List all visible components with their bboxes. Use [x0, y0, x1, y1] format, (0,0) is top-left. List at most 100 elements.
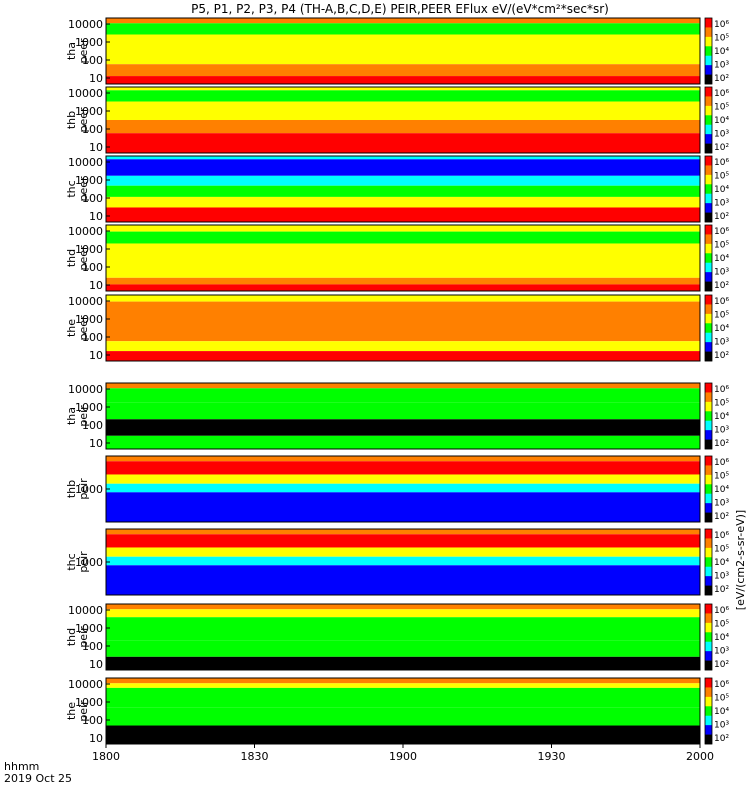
colorbar-swatch: [705, 474, 712, 485]
colorbar-frame: [704, 294, 713, 362]
y-tick-label: 10: [89, 437, 103, 450]
colorbar-tick-label: 10⁴: [714, 485, 729, 495]
panel-frame: [105, 294, 701, 362]
colorbar-swatch: [705, 74, 712, 85]
colorbar-tick-label: 10³: [714, 130, 729, 140]
colorbar-swatch: [705, 503, 712, 513]
panel-band: [106, 435, 700, 449]
panel-band: [106, 388, 700, 403]
panel-label-line1: tha: [65, 42, 78, 60]
colorbar-swatch: [705, 696, 712, 707]
colorbar-tick-label: 10⁴: [714, 558, 729, 568]
y-tick-label: 10: [89, 658, 103, 671]
colorbar-swatch: [705, 547, 712, 558]
panel-band: [106, 402, 700, 420]
panel-the-peer: thepeer 10 100 1000 10000 10² 10³ 10⁴ 10⁵ 10⁶: [65, 294, 729, 362]
colorbar-tick-label: 10⁴: [714, 185, 729, 195]
panel-band: [106, 18, 700, 24]
panel-band: [106, 529, 700, 535]
y-tick-label: 1000: [75, 243, 103, 256]
colorbar-swatch: [705, 401, 712, 412]
colorbar-tick-label: 10²: [714, 74, 729, 84]
panel-band: [106, 556, 700, 566]
panel-thd-peer: thdpeer 10 100 1000 10000 10² 10³ 10⁴ 10⁵ 10⁶: [65, 224, 729, 292]
colorbar-swatch: [705, 193, 712, 204]
panel-frame: [105, 382, 701, 450]
colorbar-units-label: [eV/(cm2-s-sr-eV)]: [734, 510, 747, 610]
panel-label-line1: thc: [65, 180, 78, 197]
colorbar-swatch: [705, 484, 712, 495]
panel-label-line1: thc: [65, 553, 78, 570]
colorbar-swatch: [705, 124, 712, 135]
panel-band: [106, 383, 700, 389]
panel-band: [106, 474, 700, 484]
panel-frame: [105, 603, 701, 671]
colorbar-swatch: [705, 576, 712, 586]
x-axis: hhmm 2019 Oct 25 1800 1830 1900 1930 2000: [4, 744, 714, 785]
y-tick-label: 10000: [68, 678, 103, 691]
colorbar-tick-label: 10⁴: [714, 116, 729, 126]
y-tick-label: 10000: [68, 225, 103, 238]
panel-label-line2: peer: [77, 38, 90, 64]
colorbar: 10² 10³ 10⁴ 10⁵ 10⁶: [704, 86, 729, 154]
y-tick-label: 1000: [75, 696, 103, 709]
panel-label-line1: thb: [65, 480, 78, 498]
colorbar-swatch: [705, 46, 712, 57]
y-tick-label: 10000: [68, 295, 103, 308]
colorbar-swatch: [705, 272, 712, 282]
colorbar-swatch: [705, 18, 712, 28]
colorbar-tick-label: 10⁴: [714, 47, 729, 57]
panel-label-line2: peir: [77, 405, 90, 427]
colorbar-swatch: [705, 332, 712, 343]
panel-band: [106, 225, 700, 232]
colorbar-tick-label: 10⁴: [714, 633, 729, 643]
colorbar-tick-label: 10²: [714, 351, 729, 361]
colorbar-swatch: [705, 304, 712, 315]
colorbar-swatch: [705, 36, 712, 47]
colorbar-tick-label: 10⁵: [714, 241, 729, 251]
colorbar-tick-label: 10²: [714, 512, 729, 522]
colorbar-tick-label: 10⁶: [714, 458, 729, 468]
colorbar-swatch: [705, 706, 712, 717]
colorbar-swatch: [705, 465, 712, 476]
panel-band: [106, 565, 700, 595]
colorbar-tick-label: 10⁶: [714, 89, 729, 99]
panel-band: [106, 76, 700, 84]
colorbar-swatch: [705, 420, 712, 431]
panel-band: [106, 295, 700, 302]
colorbar-swatch: [705, 65, 712, 75]
panel-label: thapeir: [65, 405, 90, 427]
colorbar-tick-label: 10³: [714, 426, 729, 436]
panel-label-line2: peer: [77, 176, 90, 202]
colorbar-swatch: [705, 538, 712, 549]
panel-band: [106, 640, 700, 657]
colorbar-tick-label: 10⁶: [714, 20, 729, 30]
y-tick-label: 10000: [68, 18, 103, 31]
panel-label-line1: thd: [65, 249, 78, 267]
colorbar-swatch: [705, 512, 712, 523]
panel-band: [106, 492, 700, 522]
colorbar-tick-label: 10³: [714, 721, 729, 731]
colorbar: 10² 10³ 10⁴ 10⁵ 10⁶: [704, 17, 729, 85]
y-tick-label: 1000: [75, 483, 103, 496]
colorbar-tick-label: 10⁵: [714, 399, 729, 409]
colorbar-swatch: [705, 529, 712, 539]
panel-label-line2: peir: [77, 626, 90, 648]
panel-tha-peer: thapeer 10 100 1000 10000 10² 10³ 10⁴ 10⁵ 10⁶: [65, 17, 729, 85]
colorbar-swatch: [705, 342, 712, 352]
colorbar-tick-label: 10⁵: [714, 472, 729, 482]
y-tick-label: 10000: [68, 383, 103, 396]
panel-band: [106, 207, 700, 222]
colorbar-tick-label: 10⁶: [714, 158, 729, 168]
colorbar-swatch: [705, 165, 712, 176]
panel-band: [106, 277, 700, 285]
colorbar: 10² 10³ 10⁴ 10⁵ 10⁶: [704, 224, 729, 292]
panel-the-peir: thepeir 10 100 1000 10000 10² 10³ 10⁴ 10⁵ 10⁶: [65, 677, 729, 745]
y-tick-label: 1000: [75, 36, 103, 49]
colorbar-swatch: [705, 651, 712, 661]
colorbar-swatch: [705, 641, 712, 652]
colorbar-frame: [704, 155, 713, 223]
colorbar-tick-label: 10²: [714, 212, 729, 222]
